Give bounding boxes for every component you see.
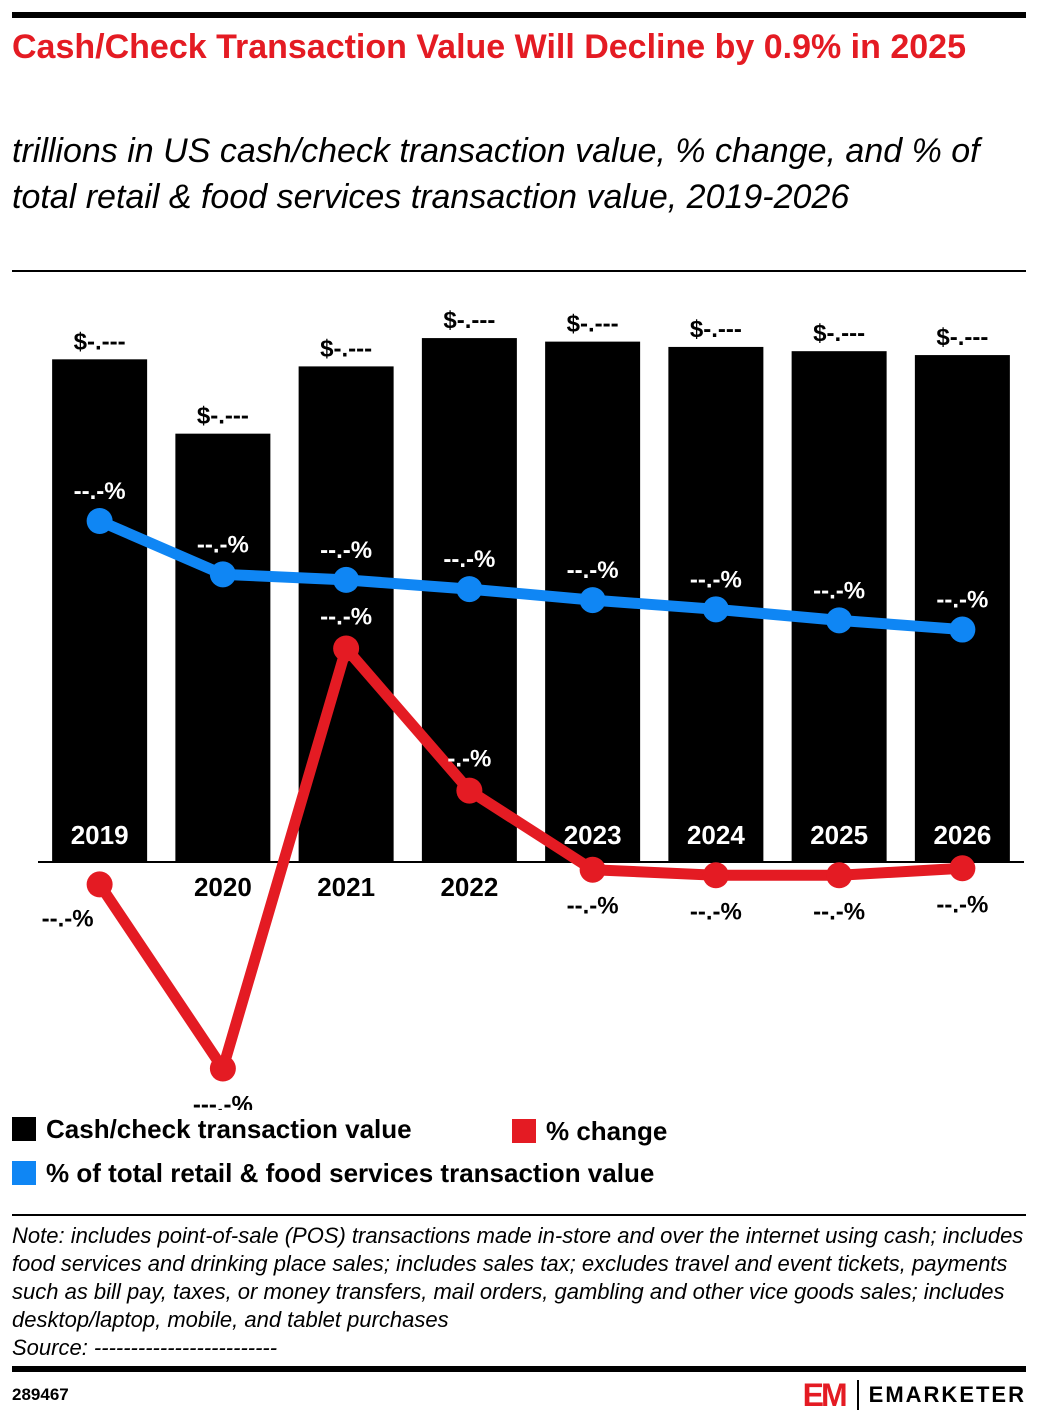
bar-value-label-2023: $-.--- [567,311,619,338]
x-tick-label-2021: 2021 [317,872,375,902]
bar-value-label-2026: $-.--- [936,324,988,351]
share-value-label-2026: --.-% [936,587,988,614]
share-point-2023 [579,587,606,614]
footnote: Note: includes point-of-sale (POS) trans… [12,1222,1027,1362]
brand-mark: EM [802,1376,848,1413]
share-value-label-2021: --.-% [320,537,372,564]
share-point-2020 [209,561,236,588]
bar-2020 [175,433,271,862]
subtitle-rule [12,270,1026,272]
change-point-2025 [826,862,853,889]
share-point-2021 [333,566,360,593]
source-text: Source: ------------------------- [12,1335,278,1360]
x-tick-label-2020: 2020 [194,872,252,902]
legend-share-swatch [12,1161,36,1185]
brand-name: EMARKETER [868,1382,1026,1407]
bottom-rule [12,1366,1026,1372]
share-point-2024 [702,596,729,623]
bar-value-label-2022: $-.--- [443,307,495,334]
share-point-2019 [86,508,113,534]
bar-value-label-2025: $-.--- [813,320,865,347]
change-value-label-2026: --.-% [936,891,988,918]
share-line [94,515,968,636]
x-tick-label-2025: 2025 [810,820,868,850]
change-point-2020 [209,1055,236,1082]
legend-bar-label: Cash/check transaction value [46,1114,412,1144]
legend-share-label: % of total retail & food services transa… [46,1158,655,1188]
change-line [94,643,968,1074]
combo-chart: $-.--- $-.--- $-.--- $-.--- $-.--- $-.--- $-.-… [38,307,1024,1111]
chart-title: Cash/Check Transaction Value Will Declin… [12,28,966,66]
share-point-2022 [456,576,483,603]
share-value-label-2025: --.-% [813,577,865,604]
legend-change-label: % change [546,1116,668,1146]
bar-2021 [298,366,394,862]
change-value-label-2021: --.-% [320,604,372,631]
note-rule [12,1214,1026,1216]
bar-2025 [791,351,887,862]
bar-2026 [914,355,1010,862]
note-text: Note: includes point-of-sale (POS) trans… [12,1223,1024,1332]
legend-bar-swatch [12,1117,36,1141]
legend-share: % of total retail & food services transa… [12,1158,654,1189]
change-value-label-2019: --.-% [42,905,94,932]
bar-value-label-2019: $-.--- [74,328,126,355]
change-value-label-2023: --.-% [567,893,619,920]
change-value-label-2025: --.-% [813,898,865,925]
change-point-2022 [456,777,483,804]
share-value-label-2022: --.-% [443,546,495,573]
share-value-label-2023: --.-% [567,557,619,584]
top-rule [12,12,1026,18]
change-point-2023 [579,856,606,883]
bar-value-label-2021: $-.--- [320,335,372,362]
brand-logo: EM EMARKETER [802,1376,1026,1413]
legend-change-swatch [512,1119,536,1143]
bar-2019 [52,359,148,862]
change-value-label-2020: ---.-% [193,1092,253,1111]
x-tick-label-2024: 2024 [687,820,745,850]
brand-divider [856,1380,859,1410]
bar-value-label-2020: $-.--- [197,403,249,430]
x-tick-label-2019: 2019 [71,820,129,850]
chart-id: 289467 [12,1385,69,1404]
bar-value-label-2024: $-.--- [690,316,742,343]
change-point-2021 [333,635,360,662]
change-point-2026 [949,855,976,882]
change-point-2019 [86,871,113,898]
chart-subtitle: trillions in US cash/check transaction v… [12,132,980,216]
legend-change: % change [512,1116,667,1147]
share-point-2025 [826,607,853,634]
x-tick-label-2023: 2023 [564,820,622,850]
share-value-label-2020: --.-% [197,531,249,558]
change-value-label-2024: --.-% [690,898,742,925]
change-value-label-2022: -.-% [447,746,491,773]
change-point-2024 [702,862,729,889]
x-tick-label-2026: 2026 [933,820,991,850]
x-tick-label-2022: 2022 [440,872,498,902]
share-point-2026 [949,616,976,643]
legend-bar: Cash/check transaction value [12,1114,412,1145]
share-value-label-2019: --.-% [74,478,126,505]
share-value-label-2024: --.-% [690,566,742,593]
